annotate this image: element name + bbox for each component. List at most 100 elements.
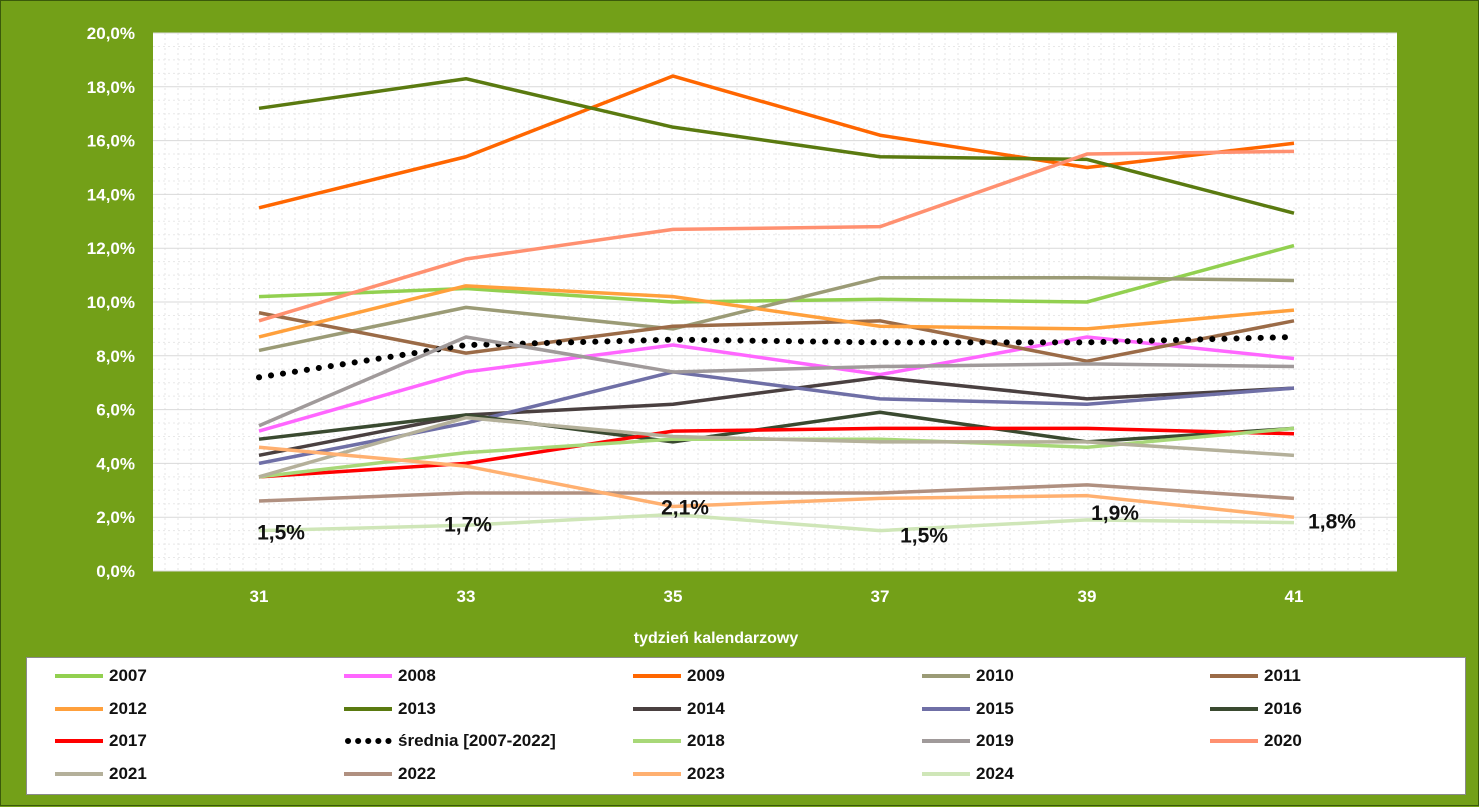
series-line-2020 <box>258 149 1295 323</box>
legend-item: średnia [2007-2022] <box>344 729 556 753</box>
y-tick-label: 8,0% <box>96 347 135 366</box>
series-line-2016 <box>258 410 1295 444</box>
legend-item: 2016 <box>1210 697 1302 721</box>
data-label: 1,7% <box>444 513 492 536</box>
series-line-2008 <box>258 335 1295 433</box>
legend-label: 2019 <box>976 731 1014 750</box>
legend-swatch <box>1210 739 1258 743</box>
legend-item: 2020 <box>1210 729 1302 753</box>
x-tick-label: 41 <box>1285 587 1304 606</box>
legend-swatch <box>922 674 970 678</box>
legend-swatch <box>633 739 681 743</box>
series-line-2017 <box>258 426 1295 479</box>
legend-item: 2009 <box>633 664 725 688</box>
legend-label: 2010 <box>976 666 1014 685</box>
legend-swatch <box>633 771 681 776</box>
legend-item: 2021 <box>55 762 147 786</box>
legend-swatch <box>55 674 103 678</box>
legend-swatch <box>633 674 681 678</box>
series-line-2014 <box>258 375 1295 458</box>
series-line-2022 <box>258 483 1295 503</box>
x-tick-label: 33 <box>457 587 476 606</box>
series-line-2007 <box>258 243 1295 304</box>
y-tick-label: 0,0% <box>96 562 135 581</box>
legend-item: 2012 <box>55 697 147 721</box>
legend-label: 2015 <box>976 698 1014 718</box>
x-tick-label: 37 <box>871 587 890 606</box>
legend-label: 2011 <box>1264 666 1301 685</box>
legend: 2007 2008 2009 2010 2011 2012 2013 2014 2015 2016… <box>26 657 1466 795</box>
y-tick-label: 16,0% <box>87 132 135 151</box>
legend-swatch <box>922 739 970 743</box>
series-line-2009 <box>258 74 1295 210</box>
data-label: 2,1% <box>661 497 709 520</box>
legend-label: 2018 <box>687 731 725 750</box>
y-tick-label: 12,0% <box>87 239 135 258</box>
x-axis-label: tydzień kalendarzowy <box>634 630 799 647</box>
legend-item: 2017 <box>55 729 147 753</box>
x-tick-label: 35 <box>664 587 683 606</box>
legend-label: 2017 <box>109 731 147 750</box>
legend-item: 2014 <box>633 697 725 721</box>
legend-label: 2023 <box>687 763 725 783</box>
legend-swatch <box>1210 674 1258 678</box>
legend-item: 2010 <box>922 664 1014 688</box>
legend-item: 2007 <box>55 664 147 688</box>
legend-swatch <box>922 771 970 776</box>
series-line--rednia-2007-2022- <box>256 333 1297 381</box>
legend-item: 2022 <box>344 762 436 786</box>
series-line-2021 <box>258 415 1295 479</box>
legend-label: 2007 <box>109 666 147 685</box>
legend-swatch <box>55 739 103 743</box>
legend-label: 2013 <box>398 698 436 718</box>
legend-label: 2022 <box>398 763 436 783</box>
data-label: 1,5% <box>257 522 305 545</box>
series-line-2024 <box>258 512 1295 533</box>
legend-label: 2016 <box>1264 698 1302 718</box>
legend-item: 2013 <box>344 697 436 721</box>
legend-item: 2023 <box>633 762 725 786</box>
y-tick-label: 18,0% <box>87 78 135 97</box>
series-line-2015 <box>258 370 1295 466</box>
legend-swatch <box>55 771 103 776</box>
legend-swatch <box>344 771 392 776</box>
series-line-2010 <box>258 276 1295 353</box>
legend-item: 2019 <box>922 729 1014 753</box>
legend-item: 2024 <box>922 762 1014 786</box>
x-tick-label: 31 <box>250 587 269 606</box>
series-line-2012 <box>258 284 1295 339</box>
legend-swatch <box>344 674 392 678</box>
series-line-2019 <box>258 335 1295 428</box>
legend-swatch <box>922 706 970 711</box>
legend-label: średnia [2007-2022] <box>398 731 556 750</box>
legend-item: 2018 <box>633 729 725 753</box>
legend-label: 2008 <box>398 666 436 685</box>
legend-swatch <box>345 738 392 744</box>
legend-swatch <box>55 706 103 711</box>
series-line-2023 <box>258 445 1295 519</box>
legend-item: 2015 <box>922 697 1014 721</box>
y-tick-label: 2,0% <box>96 508 135 527</box>
legend-swatch <box>344 706 392 711</box>
y-tick-label: 14,0% <box>87 185 135 204</box>
legend-item: 2011 <box>1210 664 1301 688</box>
y-tick-label: 6,0% <box>96 401 135 420</box>
legend-label: 2014 <box>687 698 725 718</box>
legend-swatch <box>1210 706 1258 711</box>
y-tick-label: 20,0% <box>87 24 135 43</box>
legend-label: 2009 <box>687 666 725 685</box>
data-label: 1,8% <box>1308 511 1356 534</box>
x-tick-label: 39 <box>1078 587 1097 606</box>
legend-label: 2021 <box>109 763 147 783</box>
data-label: 1,9% <box>1091 502 1139 525</box>
series-line-2013 <box>258 76 1295 215</box>
legend-item: 2008 <box>344 664 436 688</box>
data-label: 1,5% <box>900 525 948 548</box>
series-line-2011 <box>258 311 1295 363</box>
y-tick-label: 4,0% <box>96 454 135 473</box>
legend-swatch <box>633 706 681 711</box>
legend-label: 2020 <box>1264 731 1302 750</box>
legend-label: 2012 <box>109 698 147 718</box>
